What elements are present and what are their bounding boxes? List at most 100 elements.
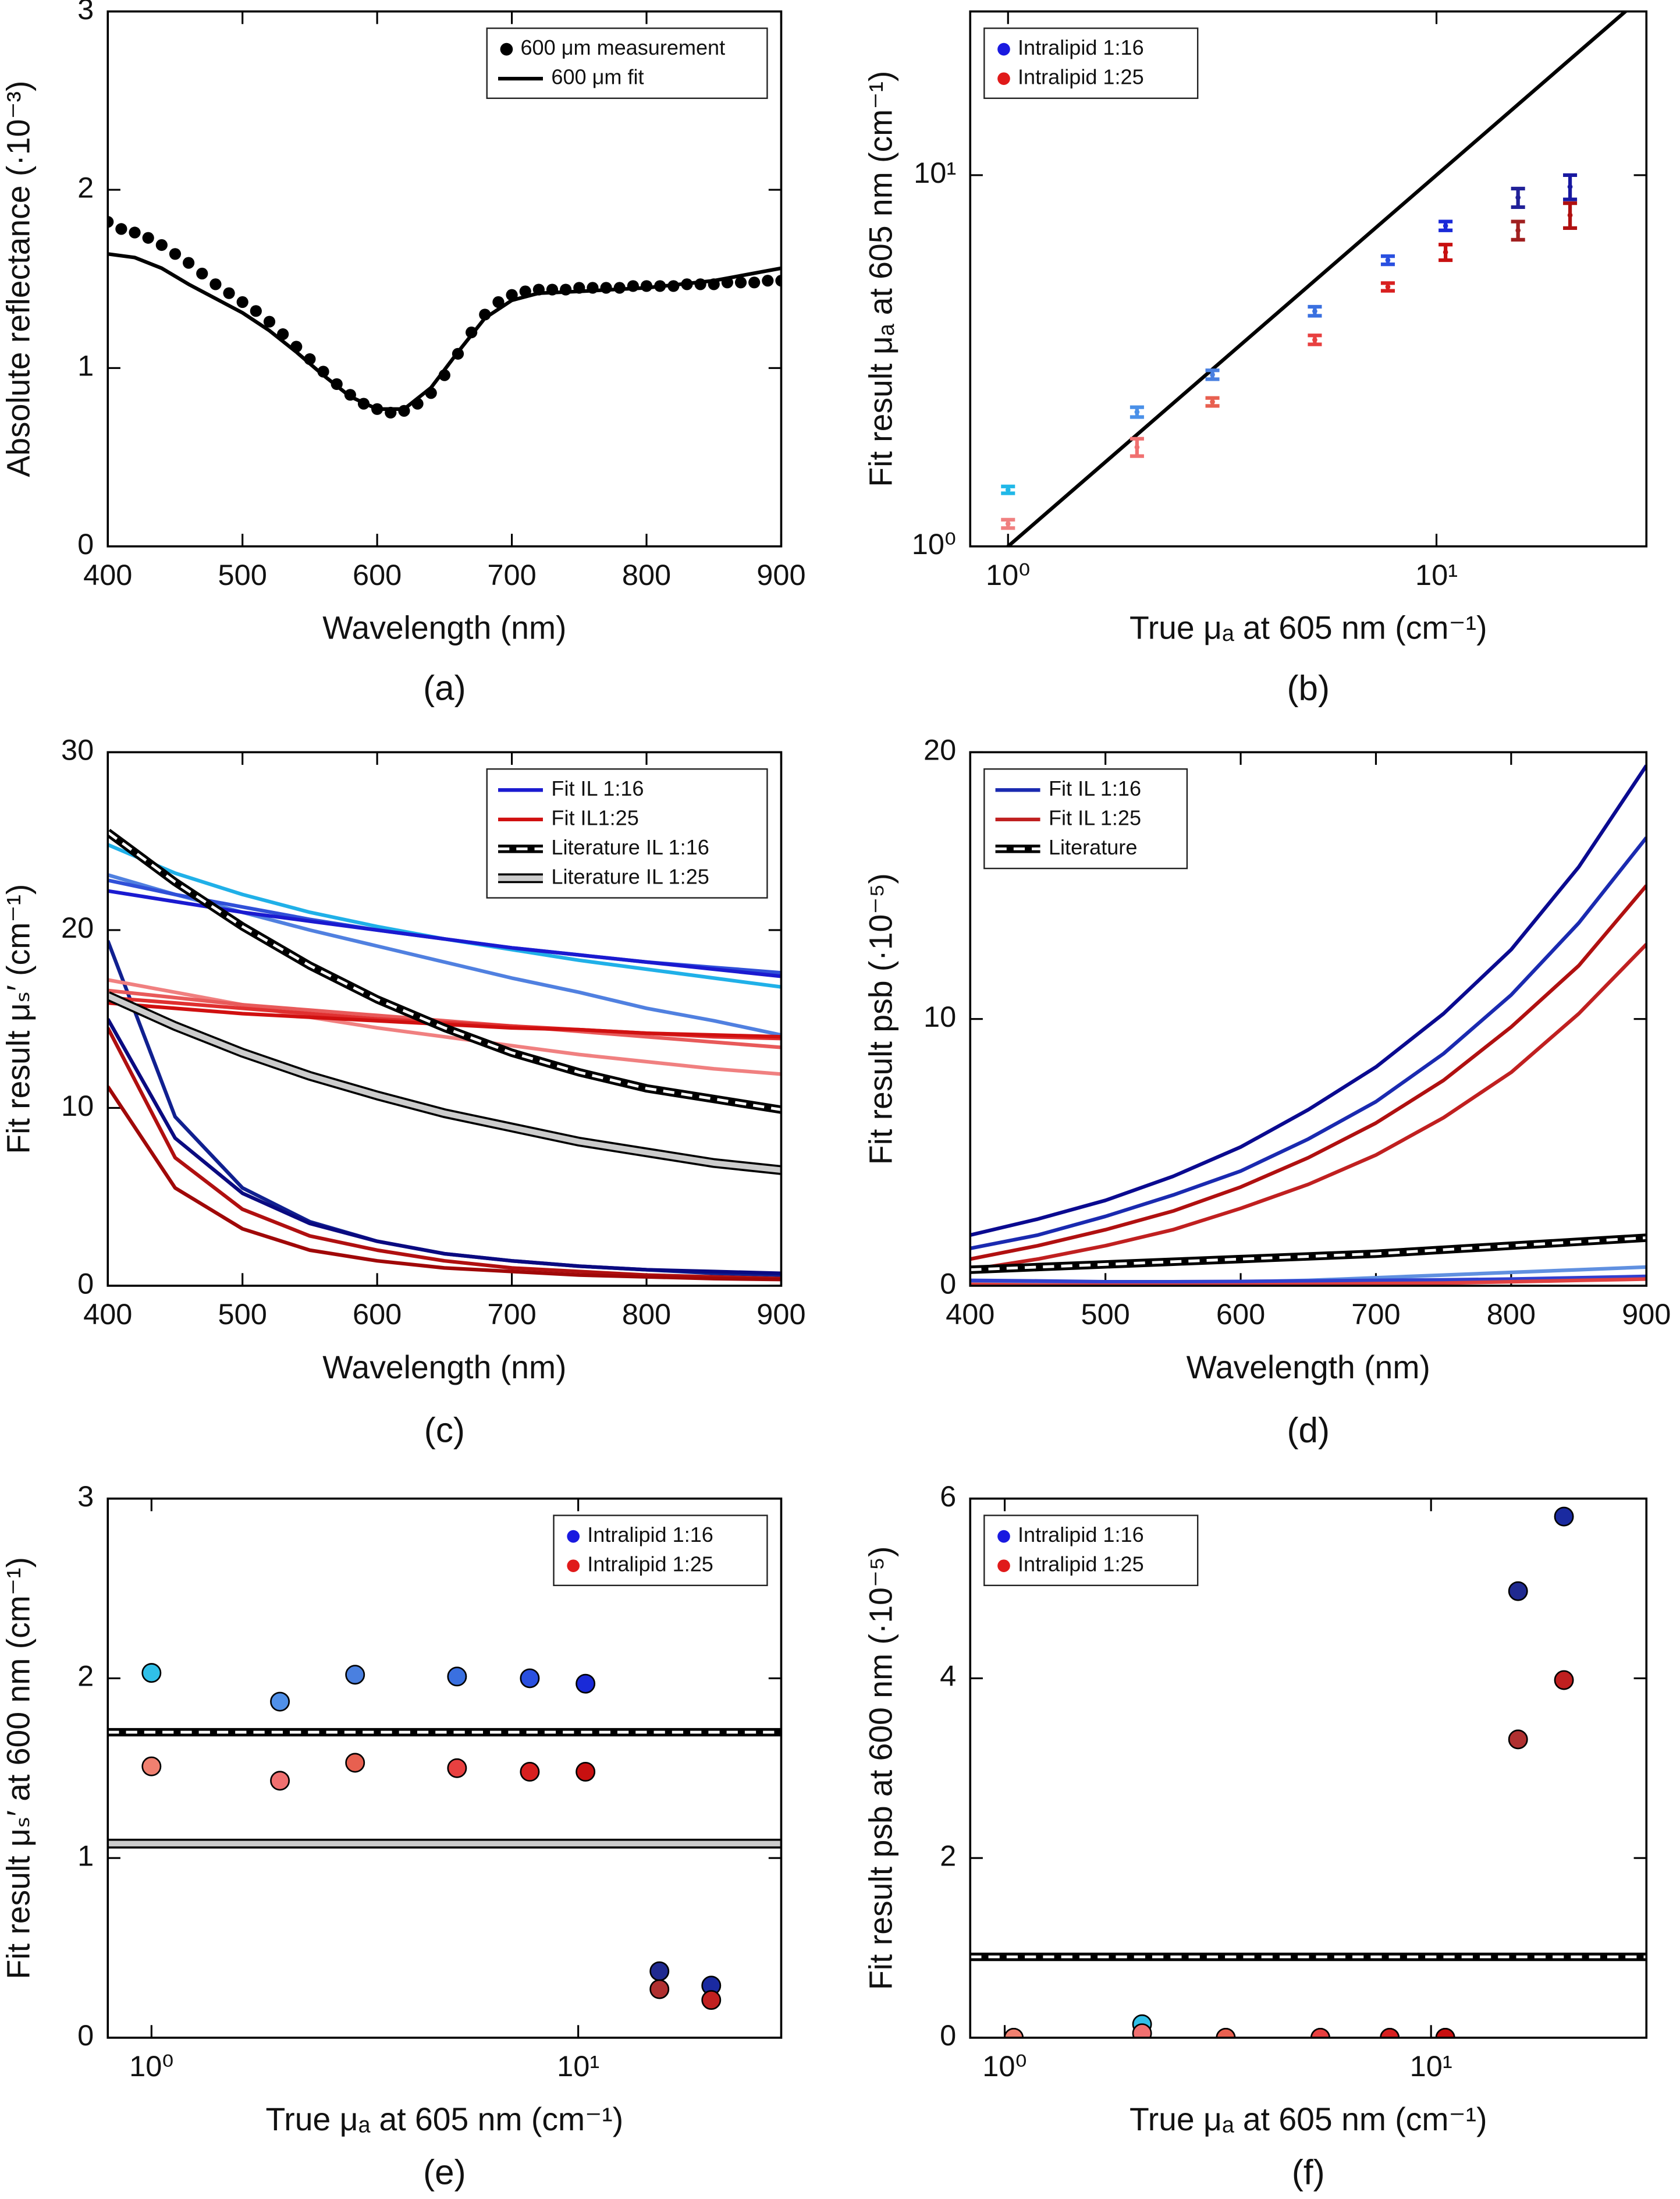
marker	[345, 1753, 365, 1773]
legend-box	[553, 1515, 768, 1587]
y-tick-label: 20	[924, 733, 956, 767]
panel-label: (a)	[423, 668, 466, 707]
legend-marker	[567, 1559, 580, 1572]
y-axis-label: Fit result psb at 600 nm (·10⁻⁵)	[863, 1547, 899, 1990]
marker	[748, 276, 761, 289]
x-tick-label: 800	[622, 558, 671, 591]
error-point	[1443, 249, 1448, 255]
x-tick-label: 500	[218, 558, 267, 591]
x-tick-label: 900	[756, 558, 805, 591]
legend-label: Fit IL 1:25	[1049, 806, 1141, 829]
legend-label: Intralipid 1:16	[1018, 36, 1144, 59]
legend-marker	[500, 42, 513, 56]
y-tick-label: 0	[77, 2019, 94, 2052]
marker	[270, 1771, 290, 1791]
error-point	[1134, 444, 1140, 450]
y-tick-label: 10¹	[914, 156, 956, 189]
legend-marker	[567, 1530, 580, 1543]
plot-area	[108, 216, 782, 419]
marker	[250, 305, 262, 317]
plot-frame	[969, 751, 1648, 1287]
line	[108, 1018, 782, 1275]
marker	[1554, 1670, 1574, 1690]
line	[970, 764, 1647, 1237]
x-tick-label: 600	[353, 558, 402, 591]
line	[970, 1274, 1647, 1284]
x-tick-label: 900	[1622, 1297, 1671, 1331]
marker	[1508, 1581, 1528, 1601]
y-tick-label: 10⁰	[912, 527, 956, 561]
error-point	[1312, 337, 1317, 343]
x-tick-label: 700	[487, 558, 536, 591]
legend-label: Literature IL 1:16	[551, 835, 709, 859]
legend: Fit IL 1:16 Fit IL 1:25 Literature	[983, 768, 1188, 870]
x-tick-label: 500	[218, 1297, 267, 1331]
marker	[734, 276, 747, 289]
y-tick-label: 4	[940, 1659, 956, 1693]
plot-frame	[106, 10, 783, 548]
marker	[141, 1663, 162, 1683]
marker	[115, 223, 127, 235]
line	[970, 836, 1647, 1250]
line	[108, 873, 782, 1037]
marker	[1435, 2027, 1455, 2038]
error-point	[1385, 257, 1391, 263]
legend-label: 600 μm measurement	[520, 36, 725, 59]
error-point	[1312, 308, 1317, 314]
line-dash	[108, 831, 782, 1111]
marker	[169, 248, 182, 260]
y-tick-label: 1	[77, 1839, 94, 1872]
legend-label: Intralipid 1:25	[587, 1552, 713, 1576]
y-tick-label: 0	[77, 527, 94, 561]
legend-label: Intralipid 1:25	[1018, 1552, 1144, 1576]
marker	[492, 296, 505, 308]
line	[108, 252, 782, 411]
y-axis-label: Fit result psb (·10⁻⁵)	[863, 873, 899, 1165]
panel-label: (e)	[423, 2153, 466, 2192]
error-point	[1443, 223, 1448, 229]
legend-label: Literature IL 1:25	[551, 864, 709, 888]
marker	[155, 239, 168, 251]
y-tick-label: 6	[940, 1480, 956, 1513]
x-tick-label: 900	[756, 1297, 805, 1331]
line-inner	[108, 993, 782, 1173]
y-tick-label: 1	[77, 349, 94, 382]
marker	[1004, 2027, 1024, 2038]
panel-label: (c)	[424, 1410, 465, 1449]
error-point	[1385, 284, 1391, 290]
marker	[576, 1761, 596, 1782]
marker	[263, 315, 276, 328]
line	[970, 943, 1647, 1272]
marker	[447, 1758, 467, 1778]
marker	[1380, 2027, 1400, 2038]
y-tick-label: 2	[77, 171, 94, 204]
legend-label: Intralipid 1:25	[1018, 65, 1144, 89]
legend: Intralipid 1:16 Intralipid 1:25	[983, 1515, 1199, 1587]
marker	[236, 296, 248, 308]
marker	[649, 1961, 670, 1981]
error-point	[1005, 487, 1011, 492]
x-tick-label: 400	[83, 1297, 132, 1331]
x-axis-label: Wavelength (nm)	[322, 1349, 566, 1385]
y-axis-label: Fit result μₛ′ at 600 nm (cm⁻¹)	[1, 1557, 37, 1979]
marker	[345, 1665, 365, 1685]
x-tick-label: 10¹	[557, 2049, 599, 2083]
x-tick-label: 10⁰	[982, 2049, 1027, 2083]
marker	[1310, 2027, 1330, 2038]
y-tick-label: 10	[61, 1089, 94, 1122]
error-point	[1515, 195, 1521, 200]
x-tick-label: 700	[487, 1297, 536, 1331]
legend: Intralipid 1:16 Intralipid 1:25	[983, 27, 1199, 100]
line	[108, 940, 782, 1277]
plot-frame	[969, 1497, 1648, 2039]
x-tick-label: 10⁰	[129, 2049, 173, 2083]
marker	[1508, 1729, 1528, 1750]
legend-label: Literature	[1049, 835, 1137, 859]
x-tick-label: 500	[1081, 1297, 1130, 1331]
legend-label: Fit IL 1:16	[1049, 776, 1141, 800]
marker	[223, 287, 235, 299]
marker	[775, 275, 782, 287]
marker	[183, 257, 195, 269]
legend-marker	[997, 1530, 1010, 1543]
